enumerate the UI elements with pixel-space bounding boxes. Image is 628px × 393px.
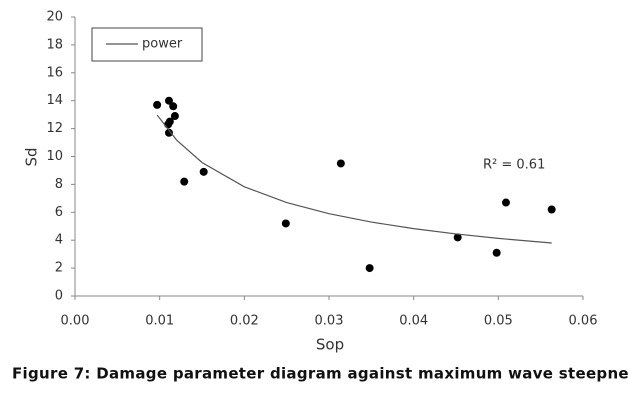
data-point (164, 120, 173, 129)
data-point (180, 177, 189, 186)
data-point (492, 248, 501, 257)
y-tick-label: 20 (46, 10, 63, 25)
trend-line (156, 114, 552, 244)
data-point (281, 219, 290, 228)
data-point (365, 264, 374, 273)
data-point (164, 128, 173, 137)
annotation: R² = 0.61 (483, 158, 545, 173)
y-tick-label: 4 (55, 233, 63, 248)
y-tick-label: 12 (46, 121, 63, 136)
data-point (153, 100, 162, 109)
data-point (336, 159, 345, 168)
data-point (547, 205, 556, 214)
y-tick-label: 8 (55, 177, 63, 192)
data-point (169, 102, 178, 111)
x-tick-label: 0.06 (569, 314, 598, 329)
y-tick-label: 6 (55, 205, 63, 220)
x-axis-label: Sop (316, 336, 344, 354)
y-tick-label: 18 (46, 37, 63, 52)
data-point (501, 198, 510, 207)
x-tick-label: 0.01 (145, 314, 174, 329)
caption: Figure 7: Damage parameter diagram again… (12, 365, 628, 383)
data-point (170, 112, 179, 121)
y-tick-label: 2 (55, 261, 63, 276)
y-tick-label: 10 (46, 149, 63, 164)
x-tick-label: 0.02 (230, 314, 259, 329)
x-tick-label: 0.00 (61, 314, 90, 329)
y-tick-label: 14 (46, 93, 63, 108)
data-point (453, 233, 462, 242)
x-tick-label: 0.04 (399, 314, 428, 329)
legend-label: power (142, 37, 183, 52)
data-point (199, 167, 208, 176)
y-axis-label: Sd (23, 147, 41, 166)
data-point (164, 96, 173, 105)
y-tick-label: 16 (46, 65, 63, 80)
x-tick-label: 0.03 (315, 314, 344, 329)
x-tick-label: 0.05 (484, 314, 513, 329)
y-tick-label: 0 (55, 289, 63, 304)
